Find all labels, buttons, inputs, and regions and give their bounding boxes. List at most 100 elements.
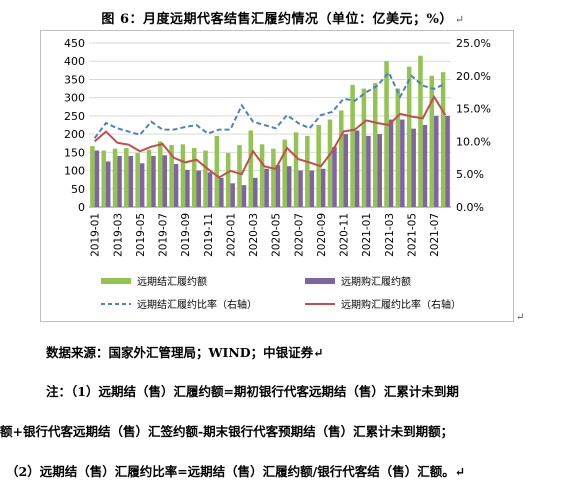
x-tick-label: 2019-05 xyxy=(135,213,147,257)
bar-forward-purchase xyxy=(185,169,190,207)
left-tick-label: 400 xyxy=(64,55,85,68)
bar-forward-purchase xyxy=(151,155,156,207)
legend-label: 远期结汇履约额 xyxy=(137,275,207,288)
left-tick-label: 450 xyxy=(64,37,85,50)
bar-forward-settlement xyxy=(135,153,140,207)
bar-forward-settlement xyxy=(350,84,355,207)
bar-forward-settlement xyxy=(395,88,401,207)
x-tick-label: 2020-03 xyxy=(248,213,260,257)
x-tick-label: 2019-01 xyxy=(90,213,102,257)
bar-forward-purchase xyxy=(388,119,394,207)
right-tick-label: 25.0% xyxy=(456,37,491,50)
left-tick-label: 150 xyxy=(64,146,85,159)
combo-chart: 0 50 100 150 200 250 300 350 400 450 0.0% 5.0% 10.0%… xyxy=(64,37,491,311)
bar-forward-purchase xyxy=(422,125,428,207)
note-line-3: （2）远期结（售）汇履约比率=远期结（售）汇履约额/银行代客结（售）汇额。↵ xyxy=(6,464,466,479)
x-tick-label: 2021-03 xyxy=(384,213,396,257)
bar-forward-purchase xyxy=(241,185,247,207)
bar-forward-settlement xyxy=(101,150,106,207)
figure-title: 图 6：月度远期代客结售汇履约情况（单位：亿美元；%） ↵ xyxy=(101,12,465,27)
chart-container: 0 50 100 150 200 250 300 350 400 450 0.0% 5.0% 10.0%… xyxy=(40,30,514,322)
right-tick-label: 20.0% xyxy=(456,70,491,83)
bar-forward-purchase xyxy=(366,135,371,207)
bar-forward-settlement xyxy=(146,149,152,207)
legend-label: 远期结汇履约比率（右轴） xyxy=(137,298,257,311)
bar-forward-purchase xyxy=(196,170,201,207)
bar-forward-settlement xyxy=(361,88,367,207)
line-purchase-ratio xyxy=(93,94,447,179)
bar-forward-settlement xyxy=(406,66,412,207)
bar-forward-purchase xyxy=(286,166,292,207)
left-tick-label: 300 xyxy=(64,92,85,105)
right-tick-label: 0.0% xyxy=(456,201,484,214)
bar-forward-settlement xyxy=(372,83,378,207)
bar-forward-settlement xyxy=(169,145,174,207)
bar-forward-purchase xyxy=(173,163,179,207)
line-settlement-ratio xyxy=(93,70,446,139)
x-tick-label: 2021-07 xyxy=(429,213,441,257)
bar-forward-purchase xyxy=(162,155,168,207)
x-tick-label: 2019-03 xyxy=(112,213,124,257)
bar-forward-purchase xyxy=(207,172,213,207)
bar-forward-settlement xyxy=(225,153,231,207)
bar-forward-purchase xyxy=(117,155,122,207)
bar-forward-settlement xyxy=(112,148,118,207)
bar-forward-purchase xyxy=(343,134,349,207)
bar-forward-purchase xyxy=(230,183,235,207)
right-tick-label: 10.0% xyxy=(456,135,491,148)
bar-forward-settlement xyxy=(271,148,276,207)
note-line-2: 额+银行代客远期结（售）汇签约额-期末银行代客预期结（售）汇累计未到期额； xyxy=(0,424,454,439)
bar-forward-settlement xyxy=(203,150,208,207)
bar-forward-settlement xyxy=(259,144,265,207)
bar-forward-settlement xyxy=(124,147,129,207)
bar-forward-purchase xyxy=(309,170,315,207)
bar-forward-purchase xyxy=(377,134,382,207)
x-tick-label: 2020-05 xyxy=(271,213,283,257)
bar-forward-settlement xyxy=(282,139,287,207)
x-tick-label: 2021-05 xyxy=(406,213,418,257)
paragraph-mark: ↵ xyxy=(516,312,525,323)
bar-forward-settlement xyxy=(327,119,333,207)
bar-forward-purchase xyxy=(445,115,450,207)
bar-forward-purchase xyxy=(264,168,269,207)
x-tick-label: 2020-07 xyxy=(293,213,305,257)
bar-forward-purchase xyxy=(139,163,145,207)
x-tick-label: 2021-01 xyxy=(361,213,373,257)
bar-forward-settlement xyxy=(418,55,423,207)
left-tick-label: 250 xyxy=(64,110,85,123)
bar-forward-purchase xyxy=(354,130,360,207)
bar-forward-purchase xyxy=(411,128,416,207)
bar-forward-purchase xyxy=(94,150,100,207)
bar-forward-purchase xyxy=(105,161,111,207)
bar-forward-settlement xyxy=(180,144,186,207)
x-tick-label: 2020-11 xyxy=(339,213,351,257)
bar-forward-purchase xyxy=(434,115,439,207)
bar-forward-settlement xyxy=(440,72,446,208)
bar-forward-settlement xyxy=(90,146,95,207)
legend-swatch xyxy=(305,278,335,284)
left-tick-label: 350 xyxy=(64,73,85,86)
bar-forward-settlement xyxy=(293,132,299,207)
bar-forward-settlement xyxy=(191,147,197,207)
bar-forward-settlement xyxy=(305,135,310,207)
bar-forward-settlement xyxy=(214,135,220,207)
x-tick-label: 2019-09 xyxy=(180,213,192,257)
x-tick-label: 2020-01 xyxy=(225,213,237,257)
right-tick-label: 5.0% xyxy=(456,168,484,181)
bar-forward-settlement xyxy=(237,145,242,207)
legend-swatch xyxy=(101,278,131,284)
bar-forward-settlement xyxy=(158,141,163,207)
bar-forward-purchase xyxy=(219,177,224,207)
note-line-1: 注：（1）远期结（售）汇履约额=期初银行代客远期结（售）汇累计未到期 xyxy=(46,384,459,399)
bar-forward-purchase xyxy=(332,146,337,207)
bar-forward-settlement xyxy=(384,61,389,207)
bar-forward-settlement xyxy=(248,130,254,207)
x-tick-label: 2019-07 xyxy=(158,213,170,257)
bar-forward-purchase xyxy=(400,119,405,207)
source-note: 数据来源：国家外汇管理局；WIND；中银证券↵ xyxy=(46,345,324,360)
legend-label: 远期购汇履约比率（右轴） xyxy=(341,298,461,311)
bar-forward-purchase xyxy=(320,168,326,207)
bar-forward-purchase xyxy=(253,177,258,207)
left-tick-label: 100 xyxy=(64,165,85,178)
x-tick-label: 2020-09 xyxy=(316,213,328,257)
